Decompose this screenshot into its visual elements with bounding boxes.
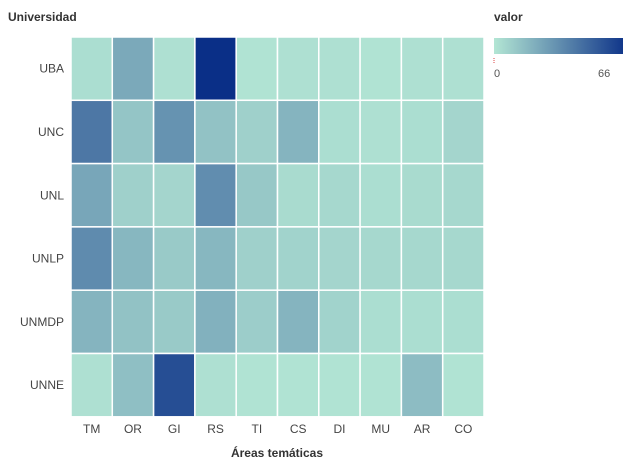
heatmap-cell-UNMDP-TI (235, 289, 279, 355)
heatmap-cell-UNMDP-RS (194, 289, 237, 355)
x-tick-label: RS (207, 422, 224, 436)
heatmap-cell-UNLP-OR (111, 226, 155, 291)
x-tick-label: CS (290, 422, 307, 436)
heatmap-cell-UBA-OR (111, 36, 155, 102)
legend-gradient-bar (494, 38, 623, 54)
legend-title: valor (494, 10, 523, 24)
heatmap-cell-UNL-CS (276, 162, 320, 228)
heatmap-cells (70, 36, 485, 418)
heatmap-cell-UBA-CO (441, 36, 485, 102)
heatmap-cell-UNMDP-GI (152, 289, 196, 355)
y-tick-labels: UBA UNC UNL UNLP UNMDP UNNE (20, 62, 64, 392)
x-tick-label: MU (371, 422, 390, 436)
heatmap-cell-UNC-OR (111, 99, 155, 165)
heatmap-cell-UNC-RS (194, 99, 237, 165)
heatmap-cell-UNNE-OR (111, 352, 155, 418)
x-tick-label: TI (252, 422, 263, 436)
heatmap-cell-UBA-MU (359, 36, 403, 102)
heatmap-cell-UBA-CS (276, 36, 320, 102)
heatmap-cell-UNNE-MU (359, 352, 403, 418)
y-axis-title: Universidad (8, 10, 77, 24)
heatmap-cell-UNC-DI (318, 99, 361, 165)
x-tick-labels: TM OR GI RS TI CS DI MU AR CO (83, 422, 472, 436)
heatmap-cell-UNL-MU (359, 162, 403, 228)
x-tick-label: CO (454, 422, 472, 436)
heatmap-cell-UNL-RS (194, 162, 237, 228)
y-tick-label: UNL (40, 188, 64, 202)
heatmap-cell-UNMDP-MU (359, 289, 403, 355)
x-tick-label: TM (83, 422, 100, 436)
heatmap-cell-UNC-GI (152, 99, 196, 165)
y-tick-label: UNC (38, 125, 64, 139)
heatmap-cell-UNMDP-CS (276, 289, 320, 355)
heatmap-cell-UNLP-MU (359, 226, 403, 291)
heatmap-cell-UNMDP-CO (441, 289, 485, 355)
heatmap-cell-UNL-TM (70, 162, 114, 228)
heatmap-cell-UNNE-RS (194, 352, 237, 418)
heatmap-cell-UNL-CO (441, 162, 485, 228)
heatmap-cell-UNMDP-DI (318, 289, 361, 355)
y-tick-label: UBA (39, 62, 64, 76)
heatmap-cell-UBA-RS (194, 36, 237, 102)
heatmap-cell-UNL-AR (400, 162, 444, 228)
heatmap-cell-UBA-TM (70, 36, 114, 102)
heatmap-cell-UNNE-CO (441, 352, 485, 418)
heatmap-cell-UNNE-TM (70, 352, 114, 418)
heatmap-cell-UNC-MU (359, 99, 403, 165)
x-tick-label: AR (414, 422, 431, 436)
y-tick-label: UNNE (30, 378, 64, 392)
heatmap-cell-UNC-TI (235, 99, 279, 165)
heatmap-cell-UNLP-CO (441, 226, 485, 291)
x-tick-label: DI (333, 422, 345, 436)
heatmap-cell-UNMDP-TM (70, 289, 114, 355)
heatmap-cell-UNLP-TM (70, 226, 114, 291)
heatmap-cell-UNL-DI (318, 162, 361, 228)
heatmap-cell-UNNE-AR (400, 352, 444, 418)
x-tick-label: GI (168, 422, 181, 436)
heatmap-cell-UNLP-TI (235, 226, 279, 291)
heatmap-cell-UNNE-DI (318, 352, 361, 418)
heatmap-cell-UNNE-TI (235, 352, 279, 418)
heatmap-cell-UNNE-CS (276, 352, 320, 418)
x-tick-label: OR (124, 422, 142, 436)
legend-min-label: 0 (494, 68, 500, 80)
heatmap-cell-UNC-AR (400, 99, 444, 165)
y-tick-label: UNLP (32, 252, 64, 266)
color-legend: valor 0 66 (493, 10, 623, 80)
heatmap-cell-UBA-GI (152, 36, 196, 102)
heatmap-cell-UNC-CS (276, 99, 320, 165)
heatmap-cell-UNLP-CS (276, 226, 320, 291)
heatmap-cell-UNLP-RS (194, 226, 237, 291)
heatmap-cell-UNLP-AR (400, 226, 444, 291)
heatmap-cell-UNLP-DI (318, 226, 361, 291)
heatmap-cell-UNL-TI (235, 162, 279, 228)
heatmap-cell-UNC-CO (441, 99, 485, 165)
heatmap-cell-UBA-TI (235, 36, 279, 102)
y-tick-label: UNMDP (20, 315, 64, 329)
heatmap-cell-UNC-TM (70, 99, 114, 165)
legend-max-label: 66 (598, 68, 610, 80)
heatmap-cell-UBA-DI (318, 36, 361, 102)
heatmap-cell-UNL-GI (152, 162, 196, 228)
heatmap-cell-UBA-AR (400, 36, 444, 102)
x-axis-title: Áreas temáticas (231, 445, 323, 459)
heatmap-cell-UNLP-GI (152, 226, 196, 291)
heatmap-cell-UNNE-GI (152, 352, 196, 418)
heatmap-cell-UNMDP-OR (111, 289, 155, 355)
heatmap-cell-UNL-OR (111, 162, 155, 228)
heatmap-cell-UNMDP-AR (400, 289, 444, 355)
